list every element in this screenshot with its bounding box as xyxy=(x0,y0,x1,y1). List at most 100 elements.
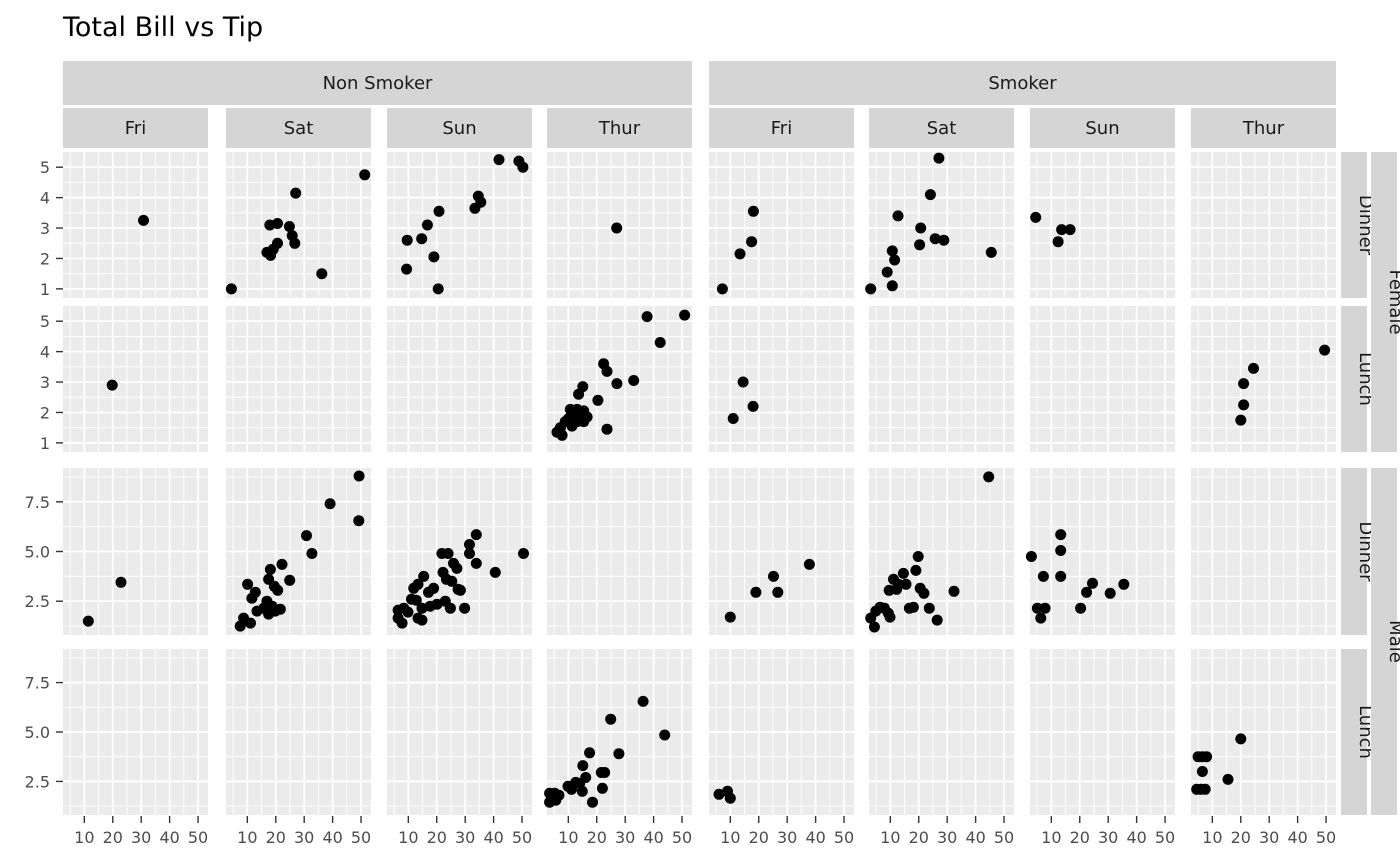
data-point xyxy=(881,266,893,278)
data-point xyxy=(283,221,295,232)
x-tick-label: 50 xyxy=(672,828,692,847)
data-point xyxy=(727,413,739,424)
y-tick-label: 7.5 xyxy=(25,493,50,512)
strip-label-time: Lunch xyxy=(1355,705,1376,759)
data-point xyxy=(276,558,288,570)
data-point xyxy=(138,214,149,226)
strip-label-smoker-group: Smoker xyxy=(988,73,1057,94)
data-point xyxy=(1056,224,1068,236)
data-point xyxy=(289,237,301,249)
data-point xyxy=(746,236,758,248)
x-tick-label: 40 xyxy=(322,828,342,847)
data-point xyxy=(470,529,482,541)
data-point xyxy=(915,222,927,234)
x-tick-label: 40 xyxy=(159,828,179,847)
strip-day xyxy=(869,108,1014,148)
data-point xyxy=(918,587,930,599)
data-point xyxy=(416,614,428,626)
data-point xyxy=(359,169,371,181)
strip-day xyxy=(226,108,371,148)
x-tick-label: 20 xyxy=(1231,828,1251,847)
strip-label-day: Fri xyxy=(125,118,146,139)
x-tick-label: 10 xyxy=(1041,828,1061,847)
x-tick-label: 30 xyxy=(131,828,151,847)
data-point xyxy=(884,611,896,623)
data-point xyxy=(454,584,466,596)
strip-label-smoker-group: Non Smoker xyxy=(323,73,433,94)
data-point xyxy=(424,600,436,612)
x-tick-label: 30 xyxy=(1098,828,1118,847)
data-point xyxy=(1030,211,1042,223)
data-point xyxy=(596,782,608,794)
y-tick-label: 4 xyxy=(40,343,50,362)
data-point xyxy=(416,602,428,614)
y-tick-label: 4 xyxy=(40,189,50,208)
strip-day xyxy=(709,108,854,148)
data-point xyxy=(886,280,898,292)
x-tick-label: 20 xyxy=(749,828,769,847)
x-tick-label: 40 xyxy=(1126,828,1146,847)
data-point xyxy=(284,574,296,586)
y-tick-label: 2 xyxy=(40,249,50,268)
data-point xyxy=(747,400,759,412)
data-point xyxy=(1248,362,1259,374)
data-point xyxy=(587,796,598,808)
data-point xyxy=(750,586,762,598)
strip-time xyxy=(1341,152,1367,298)
data-point xyxy=(1031,602,1043,614)
data-point xyxy=(353,470,365,482)
x-tick-label: 30 xyxy=(1259,828,1279,847)
y-tick-label: 5 xyxy=(40,158,50,177)
strip-label-day: Thur xyxy=(598,118,641,139)
data-point xyxy=(1037,570,1049,582)
data-point xyxy=(713,788,725,800)
data-point xyxy=(408,582,420,594)
data-point xyxy=(392,604,404,616)
data-point xyxy=(451,562,463,574)
data-point xyxy=(948,585,960,597)
x-tick-label: 30 xyxy=(777,828,797,847)
x-tick-label: 10 xyxy=(237,828,257,847)
data-point xyxy=(264,563,276,575)
data-point xyxy=(611,378,623,390)
data-point xyxy=(115,576,127,588)
data-point xyxy=(396,617,408,629)
data-point xyxy=(1039,602,1051,614)
strip-label-sex-group: Female xyxy=(1385,269,1400,334)
data-point xyxy=(601,423,613,435)
x-tick-label: 10 xyxy=(558,828,578,847)
x-tick-label: 30 xyxy=(615,828,635,847)
strip-label-day: Sat xyxy=(284,118,314,139)
data-point xyxy=(1222,773,1234,785)
data-point xyxy=(659,729,671,741)
data-point xyxy=(1055,570,1067,582)
strip-label-day: Sun xyxy=(1085,118,1119,139)
x-tick-label: 50 xyxy=(188,828,208,847)
data-point xyxy=(724,792,736,804)
data-point xyxy=(1052,236,1064,248)
data-point xyxy=(889,254,901,266)
data-point xyxy=(983,471,995,483)
data-point xyxy=(641,311,653,323)
data-point xyxy=(401,234,413,246)
y-tick-label: 3 xyxy=(40,219,50,238)
x-tick-label: 10 xyxy=(74,828,94,847)
data-point xyxy=(423,586,434,598)
strip-label-day: Fri xyxy=(771,118,792,139)
data-point xyxy=(923,602,935,614)
data-point xyxy=(1087,577,1098,589)
data-point xyxy=(737,376,749,388)
strip-day xyxy=(63,108,208,148)
data-point xyxy=(592,394,604,406)
data-point xyxy=(584,747,596,759)
data-point xyxy=(489,566,501,578)
data-point xyxy=(251,605,263,617)
data-point xyxy=(306,548,318,559)
data-point xyxy=(924,189,936,201)
x-tick-label: 50 xyxy=(1155,828,1175,847)
data-point xyxy=(301,530,312,542)
data-point xyxy=(900,578,912,590)
data-point xyxy=(985,246,997,258)
data-point xyxy=(601,365,613,377)
data-point xyxy=(912,551,924,562)
